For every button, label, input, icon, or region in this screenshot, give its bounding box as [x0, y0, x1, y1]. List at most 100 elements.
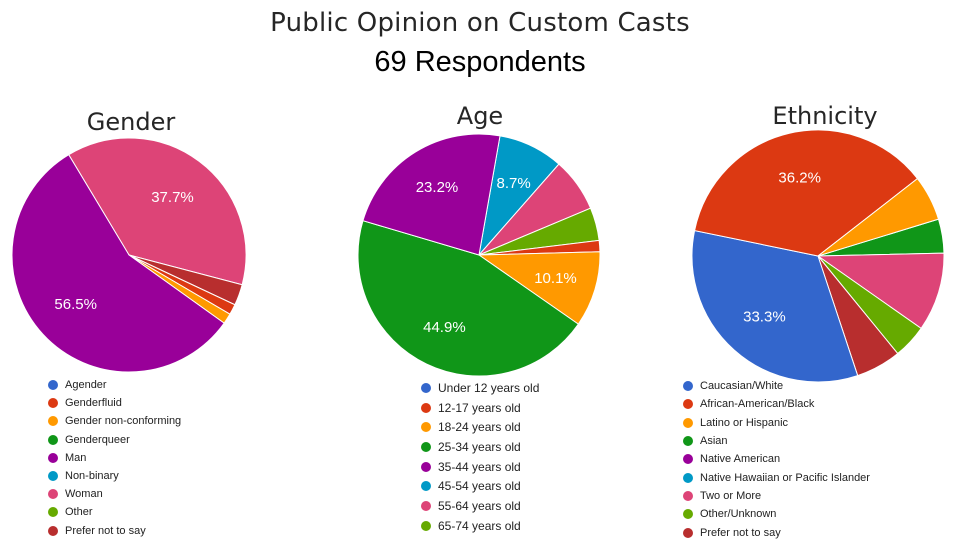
page-subtitle: 69 Respondents [374, 46, 586, 78]
legend-swatch [48, 452, 58, 463]
legend-swatch [48, 471, 58, 482]
ethnicity-chart-title: Ethnicity [772, 102, 878, 130]
legend-label: Asian [700, 435, 728, 448]
legend-label: 12-17 years old [438, 400, 521, 415]
gender-legend-item-genderfluid: Genderfluid [48, 394, 181, 412]
ethnicity-slice-caucasian-white [691, 229, 859, 383]
gender-chart-title: Gender [86, 108, 176, 136]
gender-data-label-man: 56.5% [54, 296, 97, 313]
legend-label: 35-44 years old [438, 459, 521, 474]
gender-slice-man [11, 154, 225, 373]
legend-swatch [683, 454, 693, 465]
legend-label: Two or More [700, 489, 762, 502]
legend-label: Genderqueer [65, 433, 130, 446]
legend-swatch [683, 490, 693, 501]
gender-legend: Agender Genderfluid Gender non-conforming G… [48, 376, 181, 540]
legend-label: 55-64 years old [438, 498, 521, 513]
legend-swatch [48, 525, 58, 536]
age-slice-25-34-years-old [357, 220, 580, 377]
ethnicity-legend-item-latino-or-hispanic: Latino or Hispanic [683, 414, 870, 432]
legend-label: Gender non-conforming [65, 415, 182, 428]
ethnicity-legend-item-native-american: Native American [683, 450, 870, 468]
ethnicity-legend: Caucasian/White African-American/Black Lat… [683, 377, 870, 542]
legend-label: Latino or Hispanic [700, 416, 789, 429]
legend-label: Caucasian/White [700, 380, 784, 393]
legend-label: 25-34 years old [438, 439, 521, 454]
legend-label: Prefer not to say [700, 526, 781, 539]
age-data-label-45-54-years-old: 8.7% [496, 175, 530, 192]
gender-slice-woman [68, 137, 247, 286]
age-legend-item-65-74-years-old: 65-74 years old [421, 516, 539, 536]
ethnicity-legend-item-african-american-black: African-American/Black [683, 395, 870, 413]
legend-swatch [421, 382, 431, 393]
page-title: Public Opinion on Custom Casts [270, 8, 690, 38]
legend-label: Native American [700, 453, 781, 466]
legend-label: Woman [65, 488, 103, 501]
age-legend-item-12-17-years-old: 12-17 years old [421, 398, 539, 418]
legend-swatch [683, 436, 693, 447]
gender-legend-item-agender: Agender [48, 376, 181, 394]
legend-swatch [683, 527, 693, 538]
legend-label: Prefer not to say [65, 524, 146, 537]
ethnicity-legend-item-other-unknown: Other/Unknown [683, 505, 870, 523]
legend-label: Genderfluid [65, 397, 122, 410]
age-data-label-25-34-years-old: 44.9% [423, 319, 466, 336]
legend-swatch [48, 380, 58, 391]
legend-swatch [683, 417, 693, 428]
ethnicity-slice-latino-or-hispanic [817, 177, 940, 257]
age-legend-item-45-54-years-old: 45-54 years old [421, 476, 539, 496]
legend-swatch [421, 481, 431, 492]
legend-swatch [421, 441, 431, 452]
legend-swatch [48, 489, 58, 500]
legend-swatch [683, 509, 693, 520]
legend-label: 45-54 years old [438, 479, 521, 494]
gender-legend-item-man: Man [48, 449, 181, 467]
gender-legend-item-non-binary: Non-binary [48, 467, 181, 485]
legend-swatch [421, 500, 431, 511]
legend-label: Man [65, 451, 87, 464]
legend-label: Agender [65, 379, 107, 392]
legend-label: Under 12 years old [438, 380, 540, 395]
legend-swatch [421, 461, 431, 472]
gender-legend-item-gender-non-conforming: Gender non-conforming [48, 412, 181, 430]
ethnicity-legend-item-asian: Asian [683, 432, 870, 450]
legend-label: African-American/Black [700, 398, 815, 411]
legend-label: Other [65, 506, 93, 519]
age-data-label-18-24-years-old: 10.1% [534, 270, 577, 287]
legend-swatch [48, 434, 58, 445]
age-chart-title: Age [456, 102, 504, 130]
legend-label: 65-74 years old [438, 518, 521, 533]
ethnicity-legend-item-prefer-not-to-say: Prefer not to say [683, 523, 870, 541]
legend-swatch [48, 416, 58, 427]
legend-label: 18-24 years old [438, 420, 521, 435]
ethnicity-legend-item-caucasian-white: Caucasian/White [683, 377, 870, 395]
legend-swatch [421, 422, 431, 433]
legend-swatch [683, 472, 693, 483]
legend-swatch [48, 398, 58, 409]
ethnicity-data-label-caucasian-white: 33.3% [743, 308, 786, 325]
legend-swatch [48, 507, 58, 518]
age-legend-item-35-44-years-old: 35-44 years old [421, 457, 539, 477]
ethnicity-legend-item-two-or-more: Two or More [683, 487, 870, 505]
legend-swatch [421, 520, 431, 531]
age-legend-item-18-24-years-old: 18-24 years old [421, 417, 539, 437]
age-legend-item-55-64-years-old: 55-64 years old [421, 496, 539, 516]
age-slice-35-44-years-old [362, 133, 501, 256]
gender-legend-item-woman: Woman [48, 485, 181, 503]
ethnicity-slice-two-or-more [816, 252, 945, 330]
legend-label: Non-binary [65, 470, 119, 483]
legend-swatch [683, 381, 693, 392]
legend-swatch [421, 402, 431, 413]
ethnicity-legend-item-native-hawaiian-or-pacific-islander: Native Hawaiian or Pacific Islander [683, 468, 870, 486]
gender-legend-item-prefer-not-to-say: Prefer not to say [48, 522, 181, 540]
ethnicity-slice-african-american-black [694, 129, 919, 257]
legend-label: Other/Unknown [700, 508, 777, 521]
age-legend-item-under-12-years-old: Under 12 years old [421, 378, 539, 398]
age-legend-item-25-34-years-old: 25-34 years old [421, 437, 539, 457]
gender-legend-item-genderqueer: Genderqueer [48, 431, 181, 449]
age-legend: Under 12 years old 12-17 years old 18-24 y… [421, 378, 539, 536]
legend-label: Native Hawaiian or Pacific Islander [700, 471, 870, 484]
age-data-label-35-44-years-old: 23.2% [416, 179, 459, 196]
